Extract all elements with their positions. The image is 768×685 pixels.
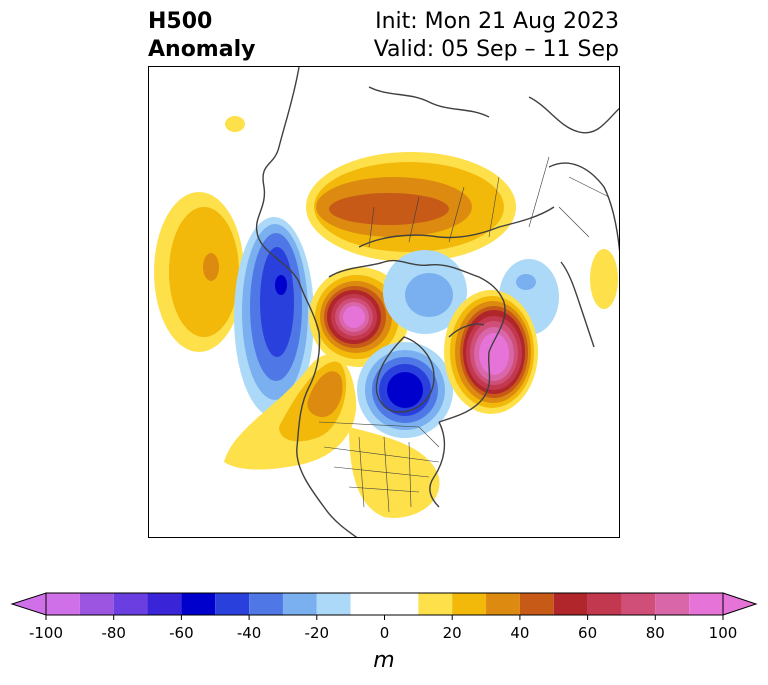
colorbar-bin [79, 593, 114, 615]
colorbar-tick-label: -40 [237, 624, 262, 642]
colorbar-tick-label: 0 [380, 624, 390, 642]
colorbar-bin [113, 593, 148, 615]
colorbar-unit-label: m [373, 648, 394, 673]
valid-date-label: Valid: 05 Sep – 11 Sep [373, 37, 619, 62]
colorbar-tick-label: 80 [646, 624, 665, 642]
colorbar: -100 -80 -60 -40 -20 0 20 40 60 80 100 m [10, 592, 758, 673]
colorbar-bin [181, 593, 216, 615]
colorbar-bins [46, 593, 723, 615]
anomaly-siberian-ridge [306, 152, 516, 262]
map-title: H500 Anomaly [148, 8, 255, 64]
init-date-label: Init: Mon 21 Aug 2023 [375, 9, 619, 34]
colorbar-tick-label: -100 [29, 624, 63, 642]
colorbar-bin [587, 593, 622, 615]
title-line-variable: H500 [148, 9, 213, 34]
forecast-dates: Init: Mon 21 Aug 2023 Valid: 05 Sep – 11… [374, 8, 619, 64]
colorbar-bin [215, 593, 250, 615]
colorbar-tick-label: 60 [578, 624, 597, 642]
colorbar-bin [553, 593, 588, 615]
colorbar-bin [249, 593, 283, 615]
colorbar-under-arrow [10, 592, 47, 616]
anomaly-map [148, 66, 620, 538]
colorbar-bin [147, 593, 182, 615]
colorbar-over-arrow [722, 592, 758, 616]
colorbar-bin [316, 593, 351, 615]
colorbar-bin [350, 593, 419, 615]
colorbar-bin [452, 593, 487, 615]
anomaly-western-us-ridge [224, 354, 440, 518]
anomaly-map-canvas [154, 67, 619, 537]
title-line-quantity: Anomaly [148, 37, 256, 62]
colorbar-tick-label: 100 [709, 624, 738, 642]
colorbar-bin [689, 593, 723, 615]
colorbar-tick-label: 20 [443, 624, 462, 642]
colorbar-tick-label: -60 [169, 624, 194, 642]
colorbar-tick-label: -80 [101, 624, 126, 642]
political-borders [318, 156, 610, 513]
colorbar-ticks: -100 -80 -60 -40 -20 0 20 40 60 80 100 [29, 615, 737, 642]
colorbar-bin [486, 593, 520, 615]
coastlines [255, 67, 619, 537]
anomaly-hudson-bay-trough [357, 342, 453, 438]
colorbar-bin [621, 593, 656, 615]
colorbar-bin [418, 593, 453, 615]
colorbar-bin [655, 593, 690, 615]
colorbar-tick-label: -20 [305, 624, 330, 642]
colorbar-bin [282, 593, 317, 615]
colorbar-bin [519, 593, 554, 615]
colorbar-tick-label: 40 [510, 624, 529, 642]
anomaly-east-ridge [590, 249, 618, 309]
anomaly-gulf-of-alaska-trough [234, 217, 314, 417]
anomaly-north-pacific-ridge [154, 192, 244, 352]
anomaly-small-ridge [225, 116, 245, 132]
anomaly-north-atlantic-ridge [444, 290, 538, 414]
colorbar-bin [46, 593, 80, 615]
